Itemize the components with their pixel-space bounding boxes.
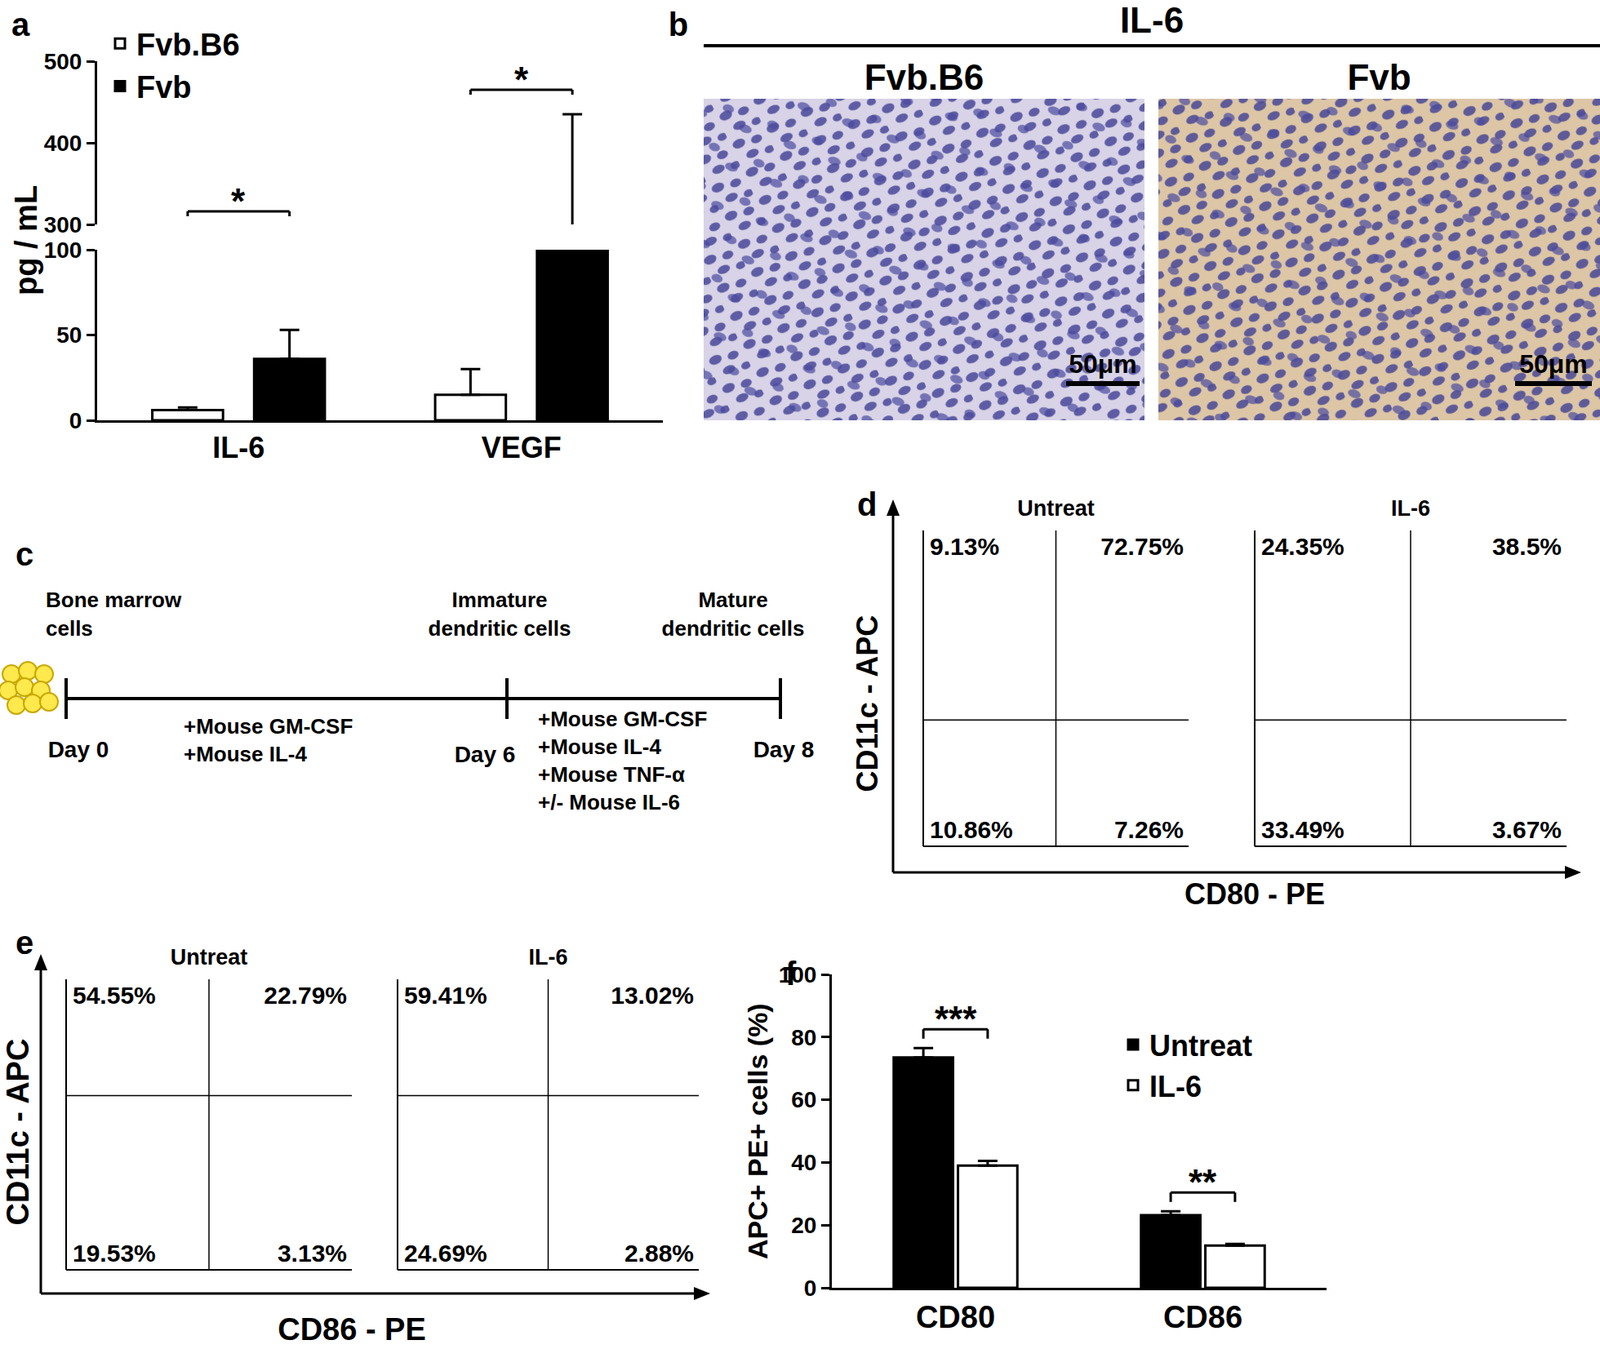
svg-text:CD80 - PE: CD80 - PE: [1184, 877, 1325, 912]
svg-text:80: 80: [791, 1025, 817, 1051]
svg-text:10.86%: 10.86%: [929, 816, 1014, 844]
svg-text:CD80: CD80: [915, 1300, 996, 1335]
svg-text:50μm: 50μm: [1068, 349, 1138, 379]
svg-text:CD11c - APC: CD11c - APC: [850, 615, 885, 793]
svg-text:+Mouse TNF-α: +Mouse TNF-α: [537, 762, 685, 787]
svg-text:*: *: [514, 59, 529, 100]
svg-text:13.02%: 13.02%: [610, 982, 694, 1009]
svg-text:+Mouse GM-CSF: +Mouse GM-CSF: [183, 714, 353, 739]
svg-text:33.49%: 33.49%: [1261, 816, 1345, 844]
svg-text:Fvb.B6: Fvb.B6: [136, 27, 240, 63]
svg-text:*: *: [231, 181, 246, 222]
svg-text:VEGF: VEGF: [481, 431, 562, 465]
svg-text:Bone marrow: Bone marrow: [45, 587, 183, 613]
svg-text:IL-6: IL-6: [1149, 1070, 1202, 1104]
svg-text:400: 400: [44, 130, 83, 156]
svg-text:Fvb.B6: Fvb.B6: [864, 57, 985, 98]
svg-text:IL-6: IL-6: [1120, 0, 1184, 40]
svg-text:72.75%: 72.75%: [1100, 533, 1184, 560]
svg-text:c: c: [15, 536, 34, 573]
svg-text:40: 40: [791, 1150, 817, 1176]
svg-text:CD86 - PE: CD86 - PE: [277, 1312, 427, 1347]
svg-text:100: 100: [44, 237, 83, 263]
svg-text:9.13%: 9.13%: [929, 533, 1000, 560]
svg-text:cells: cells: [45, 616, 94, 641]
svg-text:IL-6: IL-6: [528, 945, 568, 970]
svg-text:Immature: Immature: [451, 587, 547, 613]
svg-text:IL-6: IL-6: [1391, 496, 1431, 521]
svg-text:Untreat: Untreat: [1017, 496, 1095, 521]
svg-text:24.69%: 24.69%: [404, 1240, 488, 1267]
svg-text:Fvb: Fvb: [136, 70, 192, 105]
svg-text:50μm: 50μm: [1519, 349, 1588, 379]
svg-text:Mature: Mature: [697, 587, 768, 613]
svg-text:0: 0: [804, 1275, 818, 1302]
svg-text:***: ***: [934, 999, 978, 1040]
svg-text:Untreat: Untreat: [170, 945, 249, 970]
svg-text:b: b: [668, 6, 689, 43]
svg-text:Day 6: Day 6: [454, 742, 516, 768]
svg-text:a: a: [11, 6, 31, 43]
svg-text:500: 500: [44, 48, 83, 75]
svg-text:2.88%: 2.88%: [624, 1240, 694, 1267]
svg-text:+Mouse IL-4: +Mouse IL-4: [537, 734, 663, 760]
svg-text:3.67%: 3.67%: [1492, 816, 1562, 844]
svg-text:24.35%: 24.35%: [1261, 533, 1345, 560]
svg-text:+/- Mouse IL-6: +/- Mouse IL-6: [537, 790, 680, 815]
svg-text:38.5%: 38.5%: [1492, 533, 1562, 560]
svg-text:dendritic cells: dendritic cells: [662, 616, 805, 641]
svg-text:f: f: [785, 955, 797, 992]
svg-text:dendritic cells: dendritic cells: [428, 616, 572, 641]
svg-text:CD86: CD86: [1163, 1300, 1243, 1335]
svg-text:19.53%: 19.53%: [72, 1240, 156, 1267]
svg-text:60: 60: [791, 1087, 817, 1113]
svg-text:59.41%: 59.41%: [404, 982, 488, 1009]
svg-text:20: 20: [791, 1213, 817, 1239]
svg-text:Fvb: Fvb: [1346, 57, 1411, 98]
svg-text:0: 0: [69, 408, 83, 434]
svg-text:3.13%: 3.13%: [277, 1240, 347, 1267]
svg-text:**: **: [1188, 1162, 1218, 1203]
svg-text:50: 50: [56, 322, 82, 348]
svg-text:300: 300: [44, 212, 83, 238]
svg-text:Untreat: Untreat: [1149, 1029, 1253, 1063]
svg-text:e: e: [15, 924, 34, 961]
svg-text:d: d: [857, 486, 877, 523]
svg-text:+Mouse GM-CSF: +Mouse GM-CSF: [537, 706, 707, 732]
svg-text:Day 0: Day 0: [48, 737, 110, 763]
svg-text:100: 100: [778, 962, 818, 988]
svg-text:54.55%: 54.55%: [72, 982, 156, 1009]
svg-text:7.26%: 7.26%: [1114, 816, 1184, 844]
svg-text:22.79%: 22.79%: [263, 982, 347, 1009]
svg-text:CD11c - APC: CD11c - APC: [0, 1039, 36, 1227]
svg-text:APC+ PE+ cells (%): APC+ PE+ cells (%): [742, 1003, 774, 1260]
svg-text:Day 8: Day 8: [753, 737, 815, 763]
svg-text:IL-6: IL-6: [212, 431, 265, 465]
svg-text:+Mouse IL-4: +Mouse IL-4: [183, 742, 308, 767]
svg-text:pg / mL: pg / mL: [8, 185, 44, 296]
